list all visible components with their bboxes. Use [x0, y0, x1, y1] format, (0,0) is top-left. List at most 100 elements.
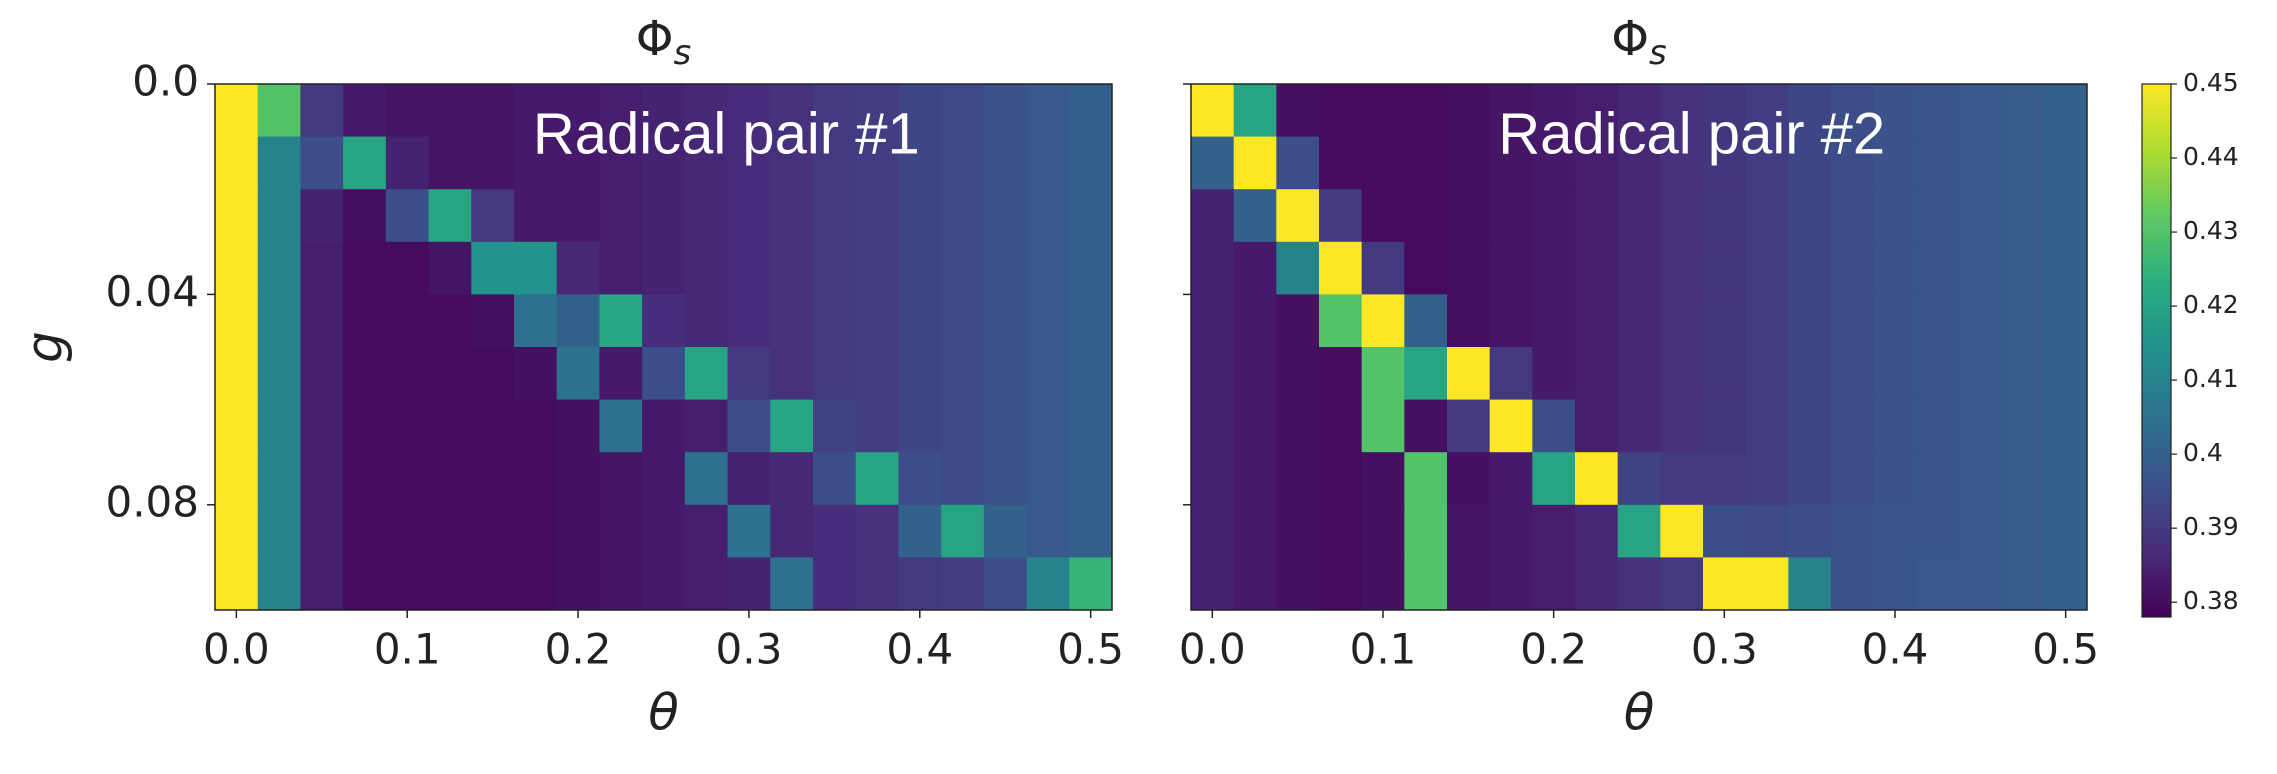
heatmap-cell	[1276, 347, 1320, 401]
heatmap-cell	[1617, 347, 1661, 401]
heatmap-cell	[898, 241, 942, 295]
heatmap-cell	[1069, 189, 1112, 243]
heatmap-cell	[1276, 189, 1320, 243]
heatmap-cell	[1276, 399, 1320, 453]
heatmap-cell	[1959, 189, 2003, 243]
heatmap-cell	[1361, 504, 1405, 558]
heatmap-cell	[1788, 399, 1832, 453]
heatmap-cell	[514, 294, 558, 348]
heatmap-cell	[1191, 136, 1235, 190]
heatmap-cell	[770, 399, 814, 453]
heatmap-cell	[1069, 399, 1112, 453]
heatmap-cell	[898, 136, 942, 190]
heatmap-cell	[1788, 347, 1832, 401]
heatmap-cell	[1959, 452, 2003, 506]
heatmap-cell	[983, 399, 1028, 453]
heatmap-cell	[1026, 347, 1070, 401]
colorbar-tick-label: 0.38	[2183, 586, 2239, 615]
heatmap-cell	[1831, 504, 1875, 558]
colorbar-tick-label: 0.4	[2183, 438, 2223, 467]
heatmap-cell	[471, 84, 515, 138]
heatmap-cell	[1959, 241, 2003, 295]
heatmap-cell	[1489, 84, 1533, 138]
annotation: Radical pair #2	[1498, 101, 1885, 166]
heatmap-cell	[1319, 504, 1363, 558]
heatmap-cell	[855, 84, 900, 138]
heatmap-cell	[1788, 452, 1832, 506]
heatmap-cell	[514, 84, 558, 138]
heatmap-cell	[727, 241, 771, 295]
plot-frame	[1190, 83, 2088, 611]
heatmap-cell	[1703, 399, 1747, 453]
heatmap-cell	[1617, 504, 1661, 558]
heatmap-cell	[1276, 136, 1320, 190]
heatmap-cell	[727, 504, 771, 558]
heatmap-cell	[1489, 452, 1533, 506]
heatmap-cell	[1916, 504, 1960, 558]
heatmap-cell	[1916, 347, 1960, 401]
heatmap-cell	[1660, 557, 1704, 610]
heatmap-cell	[983, 504, 1028, 558]
heatmap-cell	[257, 557, 302, 610]
heatmap-cell	[770, 504, 814, 558]
heatmap-cell	[1575, 347, 1619, 401]
y-tick-label: 0.04	[105, 267, 199, 316]
heatmap-cell	[1916, 557, 1960, 610]
heatmap-cell	[1489, 347, 1533, 401]
heatmap-cell	[1788, 241, 1832, 295]
heatmap-cell	[898, 189, 942, 243]
heatmap-cell	[1703, 241, 1747, 295]
heatmap-cell	[684, 504, 729, 558]
heatmap-cell	[1233, 399, 1277, 453]
heatmap-cell	[343, 189, 387, 243]
heatmap-cell	[1959, 504, 2003, 558]
heatmap-cell	[983, 452, 1028, 506]
heatmap-cell	[471, 294, 515, 348]
heatmap-cell	[471, 241, 515, 295]
heatmap-cell	[2044, 84, 2087, 138]
heatmap-cell	[855, 189, 900, 243]
heatmap-cell	[1447, 189, 1491, 243]
heatmap-cell	[556, 347, 601, 401]
heatmap-cell	[1745, 136, 1789, 190]
heatmap-cell	[1916, 452, 1960, 506]
heatmap-cell	[813, 189, 857, 243]
heatmap-cell	[257, 399, 302, 453]
heatmap-cell	[599, 399, 643, 453]
heatmap-cell	[983, 294, 1028, 348]
heatmap-cell	[770, 241, 814, 295]
heatmap-cell	[599, 557, 643, 610]
heatmap-cell	[898, 294, 942, 348]
heatmap-cell	[1404, 189, 1448, 243]
heatmap-cell	[855, 399, 900, 453]
heatmap-cell	[1916, 136, 1960, 190]
heatmap-cell	[215, 84, 259, 138]
heatmap-cell	[2001, 189, 2045, 243]
colorbar-tick-label: 0.43	[2183, 216, 2239, 245]
heatmap-cell	[599, 84, 643, 138]
heatmap-cell	[599, 452, 643, 506]
panel-title: Φs	[1611, 11, 1667, 73]
colorbar-tick-label: 0.42	[2183, 290, 2239, 319]
heatmap-cell	[385, 504, 430, 558]
heatmap-cell	[215, 557, 259, 610]
heatmap-cell	[1404, 557, 1448, 610]
heatmap-cell	[1703, 189, 1747, 243]
heatmap-cell	[1575, 84, 1619, 138]
colorbar-tick-label: 0.44	[2183, 142, 2239, 171]
heatmap-cell	[1660, 84, 1704, 138]
x-tick-label: 0.3	[1691, 625, 1758, 674]
heatmap-cell	[855, 294, 900, 348]
heatmap-cell	[983, 136, 1028, 190]
heatmap-cell	[1703, 84, 1747, 138]
heatmap-cell	[1703, 557, 1747, 610]
heatmap-cell	[257, 504, 302, 558]
x-tick-label: 0.4	[1862, 625, 1929, 674]
heatmap-cell	[2044, 399, 2087, 453]
heatmap-cell	[1069, 347, 1112, 401]
heatmap-cell	[385, 241, 430, 295]
heatmap-cell	[1788, 557, 1832, 610]
heatmap-cell	[727, 189, 771, 243]
heatmap-cell	[855, 452, 900, 506]
heatmap-cell	[898, 504, 942, 558]
